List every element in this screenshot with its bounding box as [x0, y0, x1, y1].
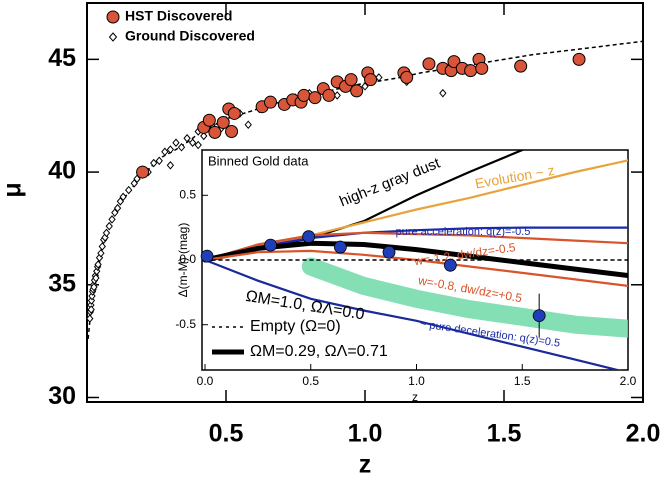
y-tick-label: 40: [48, 157, 76, 185]
x-axis-label: z: [359, 451, 372, 479]
ground-point: [113, 203, 122, 213]
hst-point: [400, 70, 414, 84]
hst-point: [227, 106, 241, 120]
hst-point: [464, 64, 478, 78]
binned-point: [382, 245, 396, 259]
hst-point: [344, 73, 358, 87]
y-tick-label: 35: [48, 269, 76, 297]
hst-point: [208, 125, 222, 139]
main-plot: 0.5 1.0 1.5 2.0 30 35 40 45 HST Discovered Ground…: [48, 3, 660, 448]
hst-point: [136, 165, 150, 179]
ground-point: [375, 73, 383, 82]
hst-point: [364, 73, 378, 87]
ground-point: [166, 145, 175, 154]
x-tick-label: 2.0: [626, 420, 661, 448]
ground-point: [188, 138, 197, 148]
hst-point: [475, 61, 489, 75]
inset-y-label: Δ(m-M) (mag): [176, 223, 190, 298]
inset-x-tick-label: 2.0: [620, 374, 637, 388]
legend-label: Ground Discovered: [125, 28, 255, 44]
hst-point: [263, 95, 277, 109]
ground-point: [183, 133, 191, 143]
binned-point: [302, 230, 316, 244]
inset-y-tick-label: 0.5: [179, 187, 196, 201]
legend-marker: [106, 10, 120, 24]
ground-point: [94, 260, 102, 269]
hst-point: [216, 115, 230, 129]
binned-point: [443, 258, 457, 272]
ground-point: [87, 305, 95, 314]
ground-point: [177, 143, 186, 152]
ground-point: [155, 156, 163, 166]
hst-point: [422, 57, 436, 71]
ground-point: [244, 120, 252, 129]
inset-y-tick-label: -0.5: [175, 317, 196, 331]
inset-x-tick-label: 1.0: [408, 374, 425, 388]
ground-point: [119, 192, 127, 202]
ground-point: [125, 185, 133, 195]
ground-point: [150, 158, 158, 168]
ground-point: [93, 266, 101, 276]
band: [301, 257, 628, 338]
ground-point: [86, 314, 94, 323]
ground-point: [194, 140, 202, 150]
y-axis-label: μ: [0, 182, 27, 197]
ground-point: [102, 228, 111, 238]
inset-x-label: z: [412, 390, 418, 404]
legend-label: ΩM=0.29, ΩΛ=0.71: [250, 343, 388, 360]
hst-point: [572, 52, 586, 66]
ground-point: [92, 273, 100, 283]
ground-point: [108, 215, 116, 224]
inset-title: Binned Gold data: [208, 153, 309, 168]
binned-point: [333, 240, 347, 254]
ground-point: [200, 131, 208, 141]
x-tick-label: 1.0: [348, 420, 383, 448]
ground-point: [439, 88, 447, 98]
ground-point: [172, 138, 180, 148]
binned-point: [200, 249, 214, 263]
hst-point: [297, 88, 311, 102]
model-curve: [203, 258, 623, 370]
inset-x-tick-label: 0.5: [302, 374, 319, 388]
legend-label: Empty (Ω=0): [250, 318, 341, 335]
hst-point: [447, 55, 461, 69]
hst-point: [322, 88, 336, 102]
curve-label: pure acceleration: q(z)=-0.5: [396, 226, 531, 238]
ground-point: [166, 161, 175, 170]
inset-x-tick-label: 0.0: [197, 374, 214, 388]
binned-point: [532, 309, 546, 323]
ground-point: [98, 242, 106, 251]
hst-point: [225, 124, 239, 138]
y-tick-label: 30: [48, 382, 76, 410]
ground-point: [105, 221, 113, 231]
hst-point: [350, 84, 364, 98]
x-tick-label: 1.5: [487, 420, 522, 448]
inset-y-tick-label: 0.0: [179, 252, 196, 266]
ground-point: [87, 296, 96, 305]
inset-x-tick-label: 1.5: [514, 374, 531, 388]
ground-point: [90, 282, 98, 292]
ground-point: [97, 248, 105, 258]
x-tick-label: 0.5: [209, 420, 244, 448]
legend-marker: [108, 32, 118, 42]
binned-point: [264, 238, 277, 252]
ground-point: [161, 147, 169, 157]
hst-point: [514, 59, 528, 73]
hst-point: [308, 91, 322, 105]
legend-label: HST Discovered: [125, 8, 232, 24]
hst-point: [202, 113, 216, 127]
y-tick-label: 45: [48, 44, 76, 72]
